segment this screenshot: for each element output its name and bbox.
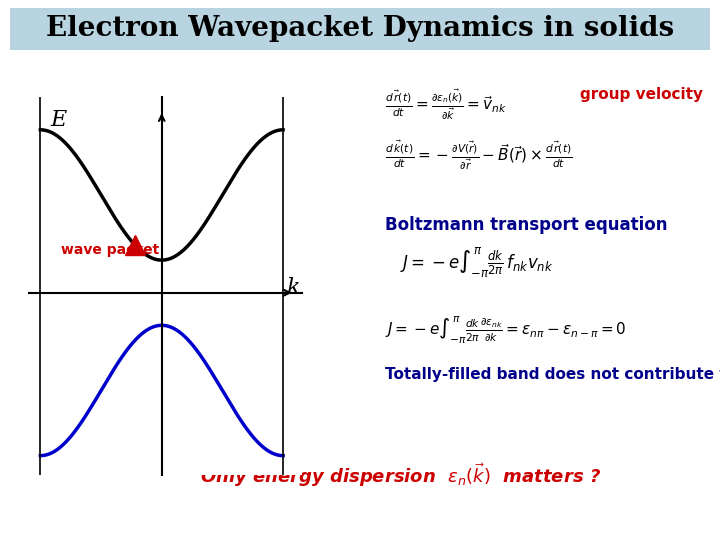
Text: $J = -e\int_{-\pi}^{\pi} \frac{dk}{2\pi} \frac{\partial \varepsilon_{nk}}{\parti: $J = -e\int_{-\pi}^{\pi} \frac{dk}{2\pi}… [385, 314, 626, 346]
Text: Only energy dispersion  $\varepsilon_n(\vec{k})$  matters ?: Only energy dispersion $\varepsilon_n(\v… [200, 461, 601, 489]
Text: E: E [50, 109, 67, 131]
Text: k: k [286, 277, 300, 299]
Text: Totally-filled band does not contribute to current.: Totally-filled band does not contribute … [385, 368, 720, 382]
Text: wave packet: wave packet [61, 242, 160, 256]
Text: $\frac{d\,\vec{r}(t)}{dt} = \frac{\partial \varepsilon_n(\vec{k})}{\partial \vec: $\frac{d\,\vec{r}(t)}{dt} = \frac{\parti… [385, 87, 507, 123]
Text: Electron Wavepacket Dynamics in solids: Electron Wavepacket Dynamics in solids [46, 16, 674, 43]
Text: $J = -e\int_{-\pi}^{\pi} \frac{dk}{2\pi}\, f_{nk} v_{nk}$: $J = -e\int_{-\pi}^{\pi} \frac{dk}{2\pi}… [400, 245, 554, 279]
Text: Boltzmann transport equation: Boltzmann transport equation [385, 216, 667, 234]
FancyBboxPatch shape [10, 8, 710, 50]
Text: group velocity: group velocity [580, 87, 703, 103]
Text: $\frac{d\,\vec{k}(t)}{dt} = -\frac{\partial V(\vec{r})}{\partial \vec{r}} - \vec: $\frac{d\,\vec{k}(t)}{dt} = -\frac{\part… [385, 138, 572, 172]
